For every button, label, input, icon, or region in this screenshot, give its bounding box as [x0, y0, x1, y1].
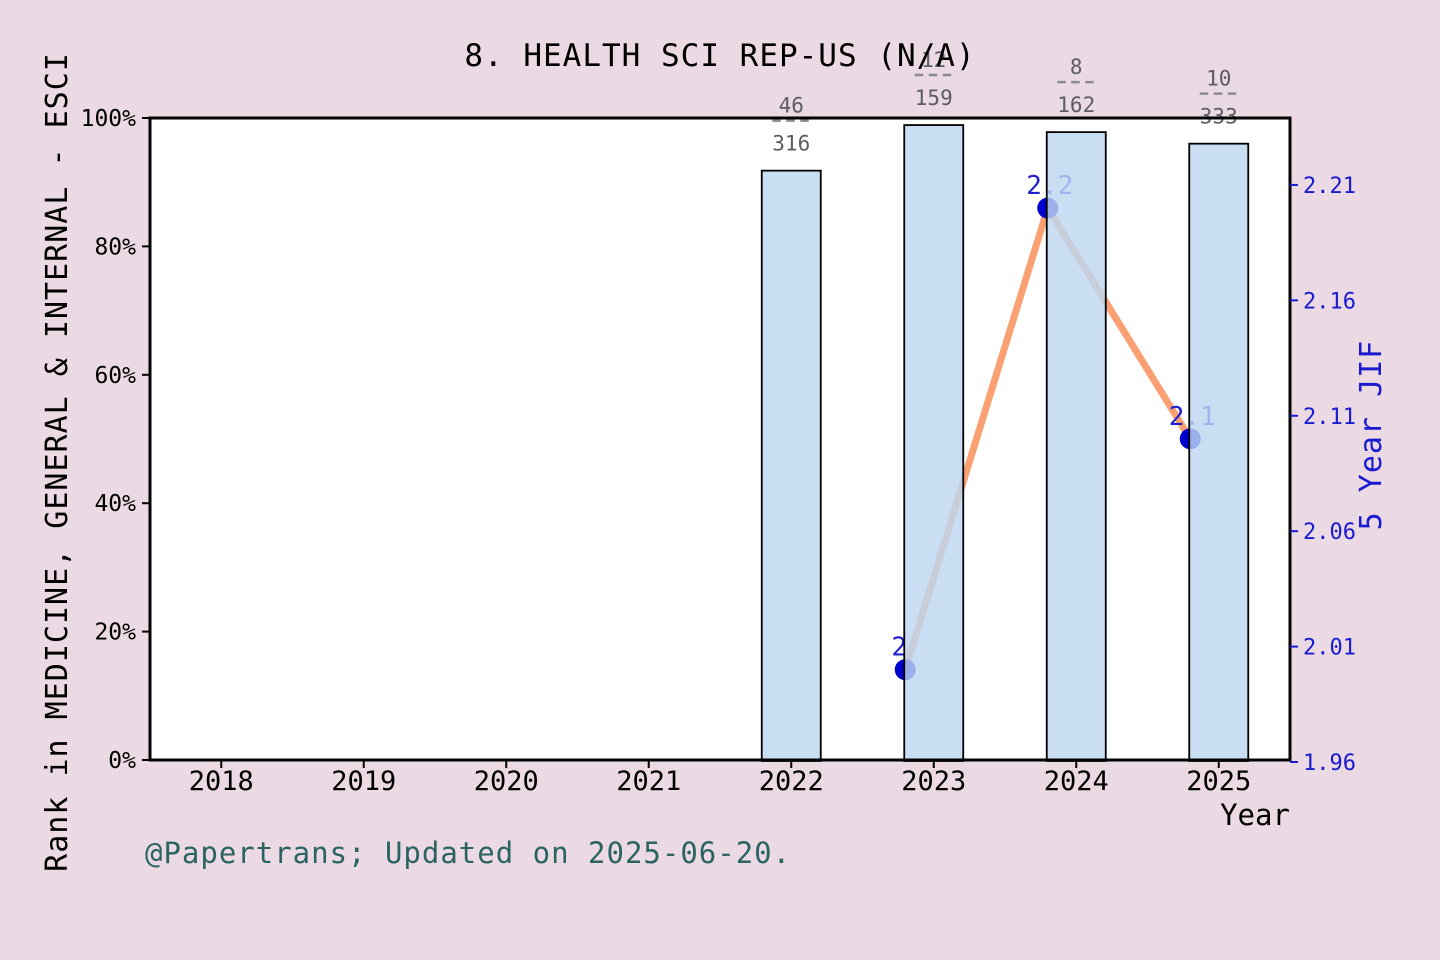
x-axis-title: Year [1220, 798, 1290, 832]
fraction-numerator: 8 [1070, 55, 1083, 79]
left-axis-tick-label: 80% [94, 234, 136, 260]
right-axis-tick-label: 2.01 [1303, 636, 1356, 661]
rank-bar [760, 169, 822, 762]
x-axis-tick-label: 2025 [1186, 766, 1251, 797]
x-axis-tick-label: 2022 [759, 766, 824, 797]
rank-bar [1045, 131, 1107, 762]
x-axis-tick-label: 2024 [1044, 766, 1109, 797]
x-axis-tick-label: 2019 [331, 766, 396, 797]
plot-area [150, 118, 1290, 760]
right-axis-tick-label: 2.21 [1303, 174, 1356, 199]
x-axis-tick-label: 2018 [189, 766, 254, 797]
fraction-denominator: 316 [772, 132, 810, 156]
rank-bar [1188, 142, 1250, 762]
jif-point-label: 2 [891, 633, 907, 663]
left-axis-tick-label: 60% [94, 363, 136, 389]
plot-border [148, 116, 1292, 762]
footer-credit: @Papertrans; Updated on 2025-06-20. [145, 836, 792, 870]
left-axis-tick-label: 40% [94, 491, 136, 517]
x-axis-tick-label: 2023 [901, 766, 966, 797]
fraction-numerator: 12 [921, 48, 946, 72]
right-axis-tick-label: 2.06 [1303, 520, 1356, 545]
fraction-denominator: 159 [915, 86, 953, 110]
x-axis-tick-label: 2020 [474, 766, 539, 797]
left-axis-tick-label: 0% [108, 748, 136, 774]
left-axis-tick-label: 100% [81, 106, 137, 132]
chart-title: 8. HEALTH SCI REP-US (N/A) [464, 38, 976, 74]
fraction-denominator: 162 [1057, 93, 1095, 117]
right-axis-tick-label: 2.11 [1303, 405, 1356, 430]
right-axis-tick-label: 1.96 [1303, 751, 1356, 776]
fraction-numerator: 10 [1206, 67, 1231, 91]
right-axis-tick-label: 2.16 [1303, 289, 1356, 314]
left-axis-title: Rank in MEDICINE, GENERAL & INTERNAL - E… [40, 52, 75, 872]
left-axis-tick-label: 20% [94, 620, 136, 646]
right-axis-title: 5 Year JIF [1354, 339, 1389, 531]
fraction-numerator: 46 [779, 94, 804, 118]
rank-bar [903, 124, 965, 762]
x-axis-tick-label: 2021 [616, 766, 681, 797]
